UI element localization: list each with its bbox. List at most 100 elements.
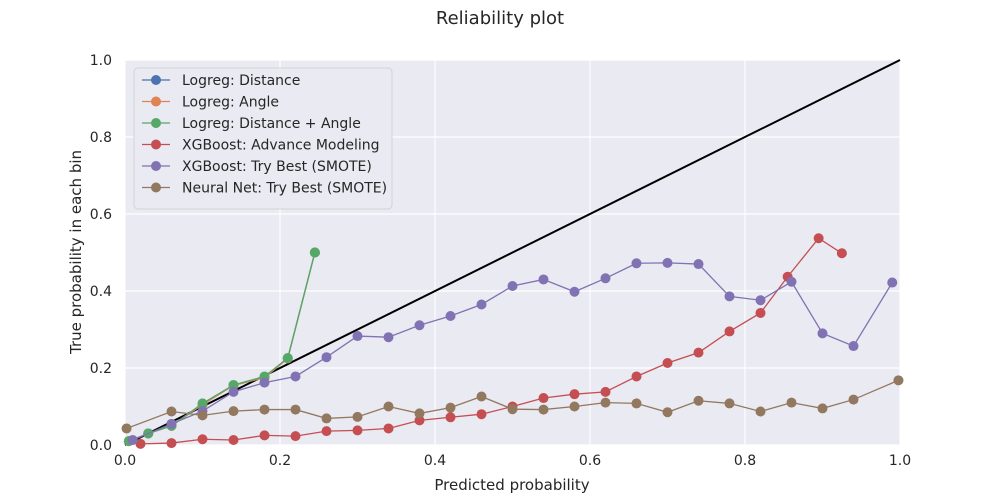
data-point (445, 402, 456, 413)
y-tick-label: 0.0 (90, 438, 112, 454)
data-point (259, 404, 270, 415)
data-point (321, 426, 332, 437)
legend-label: Logreg: Angle (182, 95, 279, 111)
y-tick-label: 0.2 (90, 361, 112, 377)
legend-box (133, 67, 393, 210)
data-point (507, 280, 518, 291)
data-point (166, 406, 177, 417)
data-point (848, 341, 859, 352)
grid-lines (124, 59, 901, 446)
y-axis-label: True probability in each bin (67, 150, 85, 355)
data-point (228, 379, 239, 390)
data-point (569, 401, 580, 412)
data-point (197, 398, 208, 409)
data-point (887, 277, 898, 288)
data-point (724, 398, 735, 409)
legend-label: Neural Net: Try Best (SMOTE) (182, 181, 387, 197)
y-tick-label: 0.8 (90, 130, 112, 146)
data-point (321, 413, 332, 424)
legend: Logreg: Distance Logreg: Angle Logreg: Dis… (133, 67, 393, 210)
x-tick-label: 0.8 (734, 453, 756, 469)
y-tick-label: 0.4 (90, 284, 112, 300)
data-point (414, 408, 425, 419)
legend-label: XGBoost: Advance Modeling (182, 138, 380, 154)
legend-marker (151, 118, 161, 128)
legend-item: Logreg: Distance (142, 73, 300, 89)
data-point (321, 352, 332, 363)
legend-item: XGBoost: Try Best (SMOTE) (142, 159, 372, 175)
series-line (140, 237, 843, 445)
x-tick-label: 0.0 (114, 453, 136, 469)
data-point (352, 411, 363, 422)
x-axis-label: Predicted probability (434, 476, 589, 494)
legend-item: XGBoost: Advance Modeling (142, 138, 380, 154)
data-point (135, 438, 146, 449)
data-point (813, 233, 824, 244)
data-point (786, 276, 797, 287)
x-tick-label: 1.0 (889, 453, 911, 469)
data-point (600, 397, 611, 408)
data-point (538, 274, 549, 285)
legend-item: Logreg: Angle (142, 95, 279, 111)
legend-item: Logreg: Distance + Angle (142, 116, 361, 132)
data-point (290, 404, 301, 415)
data-point (121, 423, 132, 434)
data-point (693, 347, 704, 358)
series-layer (121, 233, 904, 449)
chart-title: Reliability plot (436, 8, 564, 29)
data-point (631, 398, 642, 409)
data-point (127, 434, 138, 445)
x-tick-label: 0.2 (269, 453, 291, 469)
data-point (352, 331, 363, 342)
data-point (445, 311, 456, 322)
y-tick-labels: 0.0 0.2 0.4 0.6 0.8 1.0 (90, 53, 112, 454)
legend-label: Logreg: Distance (182, 73, 300, 89)
legend-item: Neural Net: Try Best (SMOTE) (142, 181, 387, 197)
data-point (166, 438, 177, 449)
data-point (290, 371, 301, 382)
data-point (662, 407, 673, 418)
data-point (259, 430, 270, 441)
legend-marker (151, 96, 161, 107)
data-point (569, 389, 580, 400)
data-point (724, 291, 735, 302)
data-point (631, 371, 642, 382)
data-point (693, 395, 704, 406)
series-5 (121, 375, 904, 434)
data-point (569, 286, 580, 297)
data-point (507, 404, 518, 415)
data-point (352, 425, 363, 436)
data-point (786, 397, 797, 408)
series-4 (127, 257, 898, 445)
legend-marker (151, 75, 161, 85)
data-point (414, 415, 425, 426)
data-point (755, 307, 766, 318)
data-point (600, 386, 611, 397)
data-point (259, 377, 270, 388)
legend-marker (151, 139, 161, 150)
data-point (476, 409, 487, 420)
data-point (662, 357, 673, 368)
y-tick-label: 0.6 (90, 207, 112, 223)
data-point (228, 434, 239, 445)
data-point (228, 386, 239, 397)
legend-marker (151, 161, 161, 171)
data-point (817, 403, 828, 414)
data-point (228, 406, 239, 417)
x-tick-label: 0.6 (579, 453, 601, 469)
data-point (383, 332, 394, 343)
series-3 (135, 233, 847, 449)
data-point (893, 375, 904, 386)
data-point (197, 434, 208, 445)
data-point (693, 259, 704, 270)
data-point (755, 406, 766, 417)
x-tick-labels: 0.0 0.2 0.4 0.6 0.8 1.0 (114, 453, 911, 469)
legend-label: Logreg: Distance + Angle (182, 116, 361, 132)
data-point (445, 412, 456, 423)
y-tick-label: 1.0 (90, 53, 112, 69)
data-point (383, 401, 394, 412)
data-point (166, 418, 177, 429)
data-point (662, 257, 673, 268)
x-tick-label: 0.4 (424, 453, 446, 469)
